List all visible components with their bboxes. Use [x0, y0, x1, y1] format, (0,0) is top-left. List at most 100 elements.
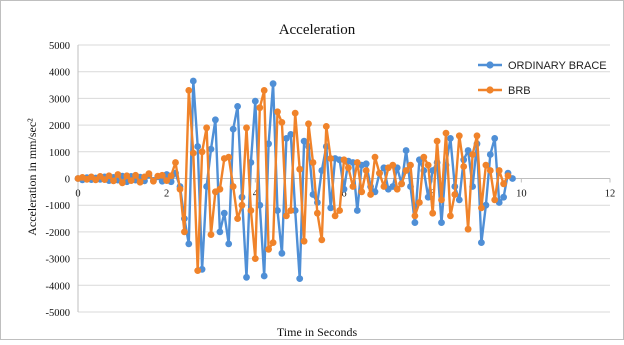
data-point [150, 177, 157, 185]
data-point [243, 273, 250, 281]
data-point [411, 212, 419, 220]
data-point [455, 132, 463, 140]
y-tick-label: 3000 [49, 94, 70, 105]
data-point [469, 151, 476, 158]
data-point [229, 183, 237, 190]
data-point [393, 185, 401, 193]
data-point [482, 161, 490, 169]
data-point [194, 143, 202, 150]
data-point [216, 228, 224, 236]
data-point [318, 236, 326, 244]
data-point [322, 123, 330, 130]
data-point [478, 239, 485, 247]
legend-label: ORDINARY BRACE [508, 60, 607, 72]
data-point [158, 171, 166, 179]
data-point [251, 97, 259, 105]
y-tick-label: 1000 [49, 148, 70, 159]
data-point [229, 125, 237, 133]
data-point [216, 185, 224, 193]
data-point [389, 161, 397, 169]
data-point [234, 215, 242, 223]
data-point [353, 207, 361, 214]
data-point [251, 255, 259, 262]
data-point [101, 176, 108, 184]
data-point [225, 240, 233, 248]
data-point [411, 219, 419, 227]
y-tick-label: -1000 [46, 201, 71, 212]
legend-swatch-marker [486, 61, 494, 69]
data-point [464, 147, 472, 154]
data-point [327, 155, 335, 162]
data-point [491, 196, 499, 204]
x-tick-label: 6 [341, 189, 346, 200]
data-point [207, 145, 215, 153]
series-brb [74, 87, 512, 274]
data-point [189, 77, 197, 85]
data-point [238, 201, 246, 209]
data-point [181, 228, 188, 236]
x-tick-labels: 0 2 4 6 8 10 12 [75, 189, 615, 200]
x-axis-label: Time in Seconds [277, 325, 358, 339]
legend: ORDINARY BRACE BRB [478, 60, 607, 97]
data-point [256, 104, 264, 112]
data-point [451, 191, 459, 198]
data-point [340, 156, 348, 164]
data-point [278, 249, 286, 257]
data-point [114, 171, 122, 178]
data-point [455, 196, 463, 204]
chart-title: Acceleration [279, 22, 356, 38]
data-point [172, 159, 179, 166]
data-point [300, 237, 308, 245]
data-point [314, 209, 321, 217]
data-point [234, 103, 242, 110]
data-point [265, 245, 272, 253]
data-point [274, 207, 281, 214]
data-point [416, 199, 423, 206]
data-point [438, 219, 445, 227]
gridlines [78, 44, 610, 313]
data-point [420, 153, 428, 161]
data-point [145, 170, 153, 178]
data-point [207, 231, 215, 239]
data-point [132, 171, 140, 179]
data-point [185, 87, 193, 94]
data-point [283, 212, 290, 220]
data-point [349, 183, 357, 190]
data-point [447, 212, 454, 220]
data-point [486, 151, 494, 158]
data-point [287, 131, 295, 138]
data-point [353, 159, 361, 166]
y-tick-label: -3000 [46, 255, 71, 266]
data-point [500, 180, 507, 188]
data-point [442, 129, 450, 137]
data-point [491, 135, 499, 142]
data-point [296, 165, 304, 173]
x-tick-label: 4 [253, 189, 259, 200]
data-point [438, 196, 445, 204]
data-point [110, 177, 117, 185]
data-point [336, 207, 343, 214]
data-point [123, 172, 131, 180]
data-point [398, 180, 405, 188]
data-point [243, 124, 250, 132]
data-point [296, 275, 304, 282]
data-point [309, 159, 317, 166]
data-point [283, 135, 290, 142]
data-point [105, 172, 113, 180]
data-point [447, 135, 454, 142]
data-point [136, 178, 144, 186]
data-point [362, 167, 370, 174]
data-point [176, 185, 184, 193]
legend-label: BRB [508, 85, 531, 97]
x-tick-label: 8 [430, 189, 435, 200]
data-point [460, 163, 468, 170]
data-point [407, 161, 414, 169]
data-point [269, 239, 277, 247]
data-point [380, 183, 388, 190]
x-tick-label: 2 [164, 189, 169, 200]
data-point [220, 209, 228, 217]
y-tick-label: 5000 [49, 41, 70, 52]
